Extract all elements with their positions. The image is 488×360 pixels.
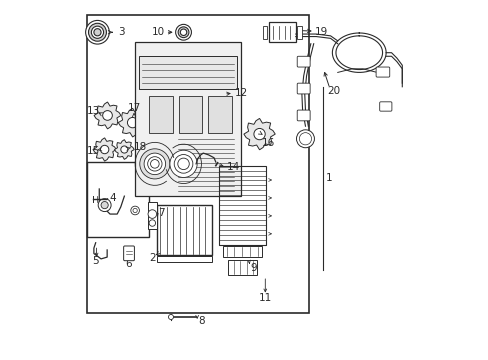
Text: 17: 17 — [127, 103, 141, 113]
Circle shape — [174, 154, 192, 173]
Text: 1: 1 — [325, 173, 332, 183]
Circle shape — [168, 315, 173, 319]
Polygon shape — [118, 108, 147, 137]
Text: 16: 16 — [261, 138, 274, 148]
Circle shape — [144, 153, 165, 175]
Text: 9: 9 — [250, 263, 256, 273]
Circle shape — [147, 157, 162, 171]
Text: 4: 4 — [109, 193, 115, 203]
Circle shape — [131, 206, 139, 215]
Text: 19: 19 — [314, 27, 327, 37]
FancyBboxPatch shape — [297, 56, 309, 67]
Text: 20: 20 — [326, 86, 340, 96]
Circle shape — [91, 26, 103, 39]
Text: 8: 8 — [198, 316, 204, 325]
FancyBboxPatch shape — [375, 67, 389, 77]
Bar — [262, 26, 266, 39]
Bar — [208, 96, 231, 134]
Circle shape — [148, 210, 156, 219]
Circle shape — [299, 133, 311, 145]
Circle shape — [150, 159, 159, 168]
Bar — [86, 162, 149, 237]
Circle shape — [94, 29, 101, 36]
Circle shape — [127, 117, 138, 128]
FancyBboxPatch shape — [379, 102, 391, 111]
Circle shape — [149, 220, 155, 226]
Bar — [268, 22, 295, 42]
Circle shape — [178, 27, 188, 38]
Bar — [139, 56, 237, 89]
Bar — [149, 96, 172, 134]
Text: 15: 15 — [86, 145, 100, 156]
Circle shape — [175, 24, 191, 40]
Bar — [179, 96, 202, 134]
Bar — [223, 246, 262, 257]
Text: 3: 3 — [108, 27, 124, 37]
FancyBboxPatch shape — [123, 246, 134, 261]
Circle shape — [253, 129, 264, 140]
Circle shape — [100, 145, 109, 154]
Polygon shape — [244, 118, 275, 150]
Text: 5: 5 — [92, 256, 99, 266]
Polygon shape — [93, 138, 116, 161]
Polygon shape — [94, 102, 121, 129]
Text: 18: 18 — [134, 142, 147, 152]
Text: 10: 10 — [151, 27, 164, 37]
Bar — [297, 26, 301, 39]
Circle shape — [102, 111, 112, 120]
Circle shape — [98, 199, 111, 212]
Circle shape — [101, 202, 108, 209]
Text: 13: 13 — [86, 106, 100, 116]
Circle shape — [214, 90, 224, 99]
Text: 6: 6 — [125, 259, 132, 269]
Bar — [228, 260, 257, 275]
FancyBboxPatch shape — [297, 83, 309, 94]
Text: 14: 14 — [227, 162, 240, 172]
Text: 2: 2 — [149, 253, 156, 263]
Circle shape — [169, 150, 197, 177]
Text: 11: 11 — [258, 293, 271, 303]
Circle shape — [178, 158, 189, 170]
Bar — [156, 256, 212, 262]
Circle shape — [133, 208, 137, 213]
Polygon shape — [114, 140, 134, 159]
Text: 12: 12 — [234, 88, 247, 98]
Circle shape — [88, 23, 106, 41]
Circle shape — [121, 146, 128, 153]
Polygon shape — [205, 81, 232, 108]
Circle shape — [180, 29, 186, 36]
Bar — [156, 205, 212, 255]
Bar — [147, 202, 157, 229]
Circle shape — [296, 130, 314, 148]
Bar — [135, 42, 241, 196]
Circle shape — [140, 149, 169, 179]
Bar — [219, 166, 265, 244]
Bar — [86, 15, 308, 313]
Circle shape — [85, 21, 109, 44]
FancyBboxPatch shape — [297, 110, 309, 121]
Text: 7: 7 — [158, 208, 165, 218]
